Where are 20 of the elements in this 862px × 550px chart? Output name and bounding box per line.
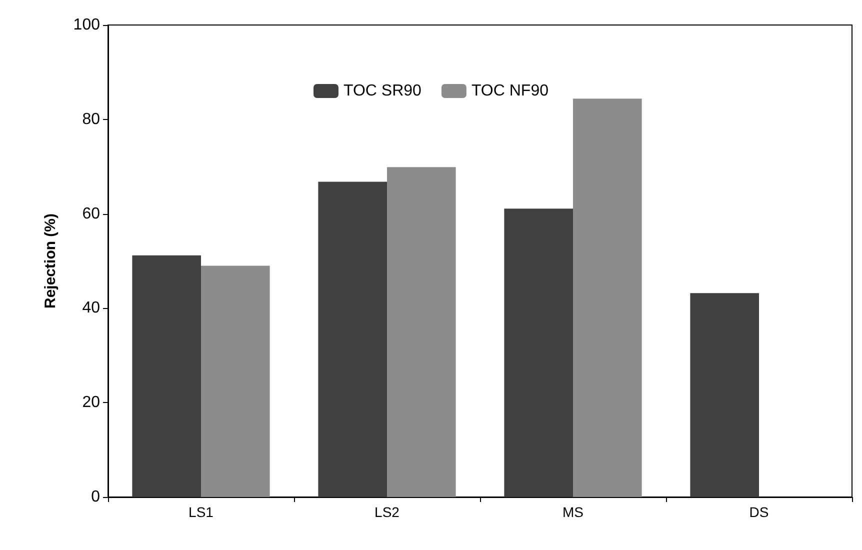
y-tick-label: 40 (82, 300, 100, 317)
bar (387, 167, 456, 497)
y-tick-label: 80 (82, 110, 100, 128)
y-tick-label: 100 (73, 16, 100, 34)
legend-label: TOC SR90 (343, 82, 422, 100)
bar (318, 182, 387, 497)
x-tick-label: LS1 (188, 504, 214, 520)
x-tick-label: LS2 (374, 504, 400, 520)
legend-label: TOC NF90 (471, 82, 549, 100)
bar (201, 266, 270, 497)
x-tick-label: MS (562, 504, 584, 520)
y-tick-label: 0 (91, 488, 100, 506)
y-tick-label: 60 (82, 205, 100, 222)
x-tick-label: DS (749, 504, 769, 520)
bar (132, 255, 201, 497)
y-tick-label: 20 (82, 394, 100, 412)
bar (573, 98, 642, 497)
y-axis-title: Rejection (%) (42, 213, 59, 309)
bar (504, 208, 573, 497)
bar (690, 293, 759, 497)
